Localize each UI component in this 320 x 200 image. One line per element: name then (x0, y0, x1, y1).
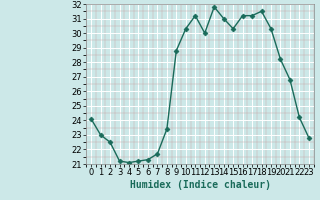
X-axis label: Humidex (Indice chaleur): Humidex (Indice chaleur) (130, 180, 270, 190)
